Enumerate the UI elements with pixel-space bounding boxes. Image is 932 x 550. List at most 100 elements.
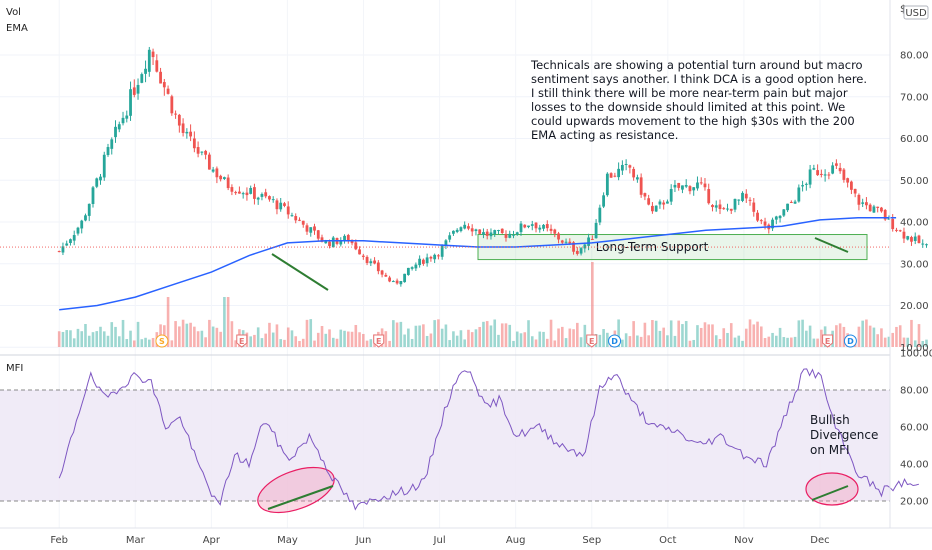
candle-body [744,193,748,199]
candle-body [290,215,294,217]
candle-body [823,174,827,176]
volume-bar [470,332,474,347]
candle-body [361,255,365,257]
volume-bar [482,321,485,347]
volume-bar [778,327,782,347]
candle-body [275,200,279,210]
event-marker-shape [822,334,834,348]
mfi-axis[interactable]: 100.00 80.00 60.00 40.00 20.00 [900,349,932,508]
volume-bar [868,325,872,347]
time-tick-label: Apr [203,535,221,546]
candle-body [256,197,260,200]
candle-body [786,203,789,211]
candle-body [512,234,515,236]
candle-body [354,242,358,250]
legend-ema[interactable]: EMA [6,23,28,34]
candle-body [399,280,403,285]
currency-badge[interactable]: $ USD [900,4,929,20]
candle-body [553,229,557,234]
time-tick-label: May [277,535,298,546]
candle-body [99,176,102,181]
annotation-line: could upwards movement to the high $30s … [531,114,855,128]
candle-body [459,227,463,232]
volume-bar [234,340,237,347]
candle-body [876,206,880,208]
event-marker-earnings[interactable]: E [586,334,598,348]
volume-bar [835,325,838,347]
volume-bar [331,337,335,347]
candle-body [816,170,820,176]
candle-body [748,199,752,201]
price-tick-label: 80.00 [900,51,929,62]
candle-body [733,198,737,210]
candle-body [613,175,617,177]
volume-bar [726,332,729,347]
candle-body [925,244,928,246]
price-tick-label: 60.00 [900,134,929,145]
volume-bar [362,333,365,347]
candle-body [628,165,632,168]
annotation-line: Technicals are showing a potential turn … [530,58,863,72]
event-marker-dividend[interactable]: D [843,334,857,348]
volume-bar [178,326,181,347]
time-tick-label: Jul [433,535,446,546]
volume-bar [136,321,140,347]
volume-bar [301,338,305,347]
candle-body [527,225,530,228]
candle-body [508,233,512,238]
event-marker-split[interactable]: S [155,334,169,348]
volume-bar [354,324,358,347]
event-marker-letter: E [589,337,594,346]
time-axis[interactable]: Feb Mar Apr May Jun Jul Aug Sep Oct Nov Dec [50,535,829,546]
candle-body [136,84,140,94]
event-marker-dividend[interactable]: D [608,334,622,348]
candle-body [778,215,782,219]
candle-body [617,168,621,178]
event-marker-earnings[interactable]: E [373,334,385,348]
volume-bar [805,330,808,347]
candle-body [605,173,609,196]
volume-bar [76,328,80,347]
volume-bar [437,319,440,347]
volume-bar [497,334,500,347]
candle-body [328,241,331,247]
candle-body [504,234,508,238]
volume-bar [688,340,692,347]
candle-body [729,208,733,211]
volume-bar [463,339,466,347]
event-marker-earnings[interactable]: E [822,334,834,348]
candle-body [309,227,313,233]
candle-body [808,169,812,185]
volume-bar [84,323,87,347]
volume-bar [395,322,399,347]
volume-bar [865,319,868,347]
volume-bar [478,326,482,347]
price-pane[interactable] [0,0,890,355]
volume-bar [185,323,189,347]
candle-body [910,237,913,242]
candle-body [437,255,440,257]
event-marker-shape [608,334,622,348]
candle-body [440,245,444,257]
volume-bar [350,331,354,347]
event-marker-earnings[interactable]: E [236,334,248,348]
volume-bar [365,340,369,347]
legend-vol[interactable]: Vol [6,7,21,18]
candle-body [575,250,579,254]
candle-body [159,71,162,84]
candle-body [429,256,433,259]
candle-body [564,241,568,243]
candle-body [316,230,320,239]
volume-bar [313,340,316,347]
time-tick-label: Oct [659,535,676,546]
volume-bar [527,320,530,347]
candle-body [444,240,448,246]
volume-bar [602,329,605,347]
price-axis[interactable]: 80.00 70.00 60.00 50.00 40.00 30.00 20.00 10.00 [900,51,929,354]
candle-body [497,230,500,232]
mfi-legend[interactable]: MFI [6,363,23,374]
candle-body [76,227,80,234]
candle-body [478,229,482,234]
